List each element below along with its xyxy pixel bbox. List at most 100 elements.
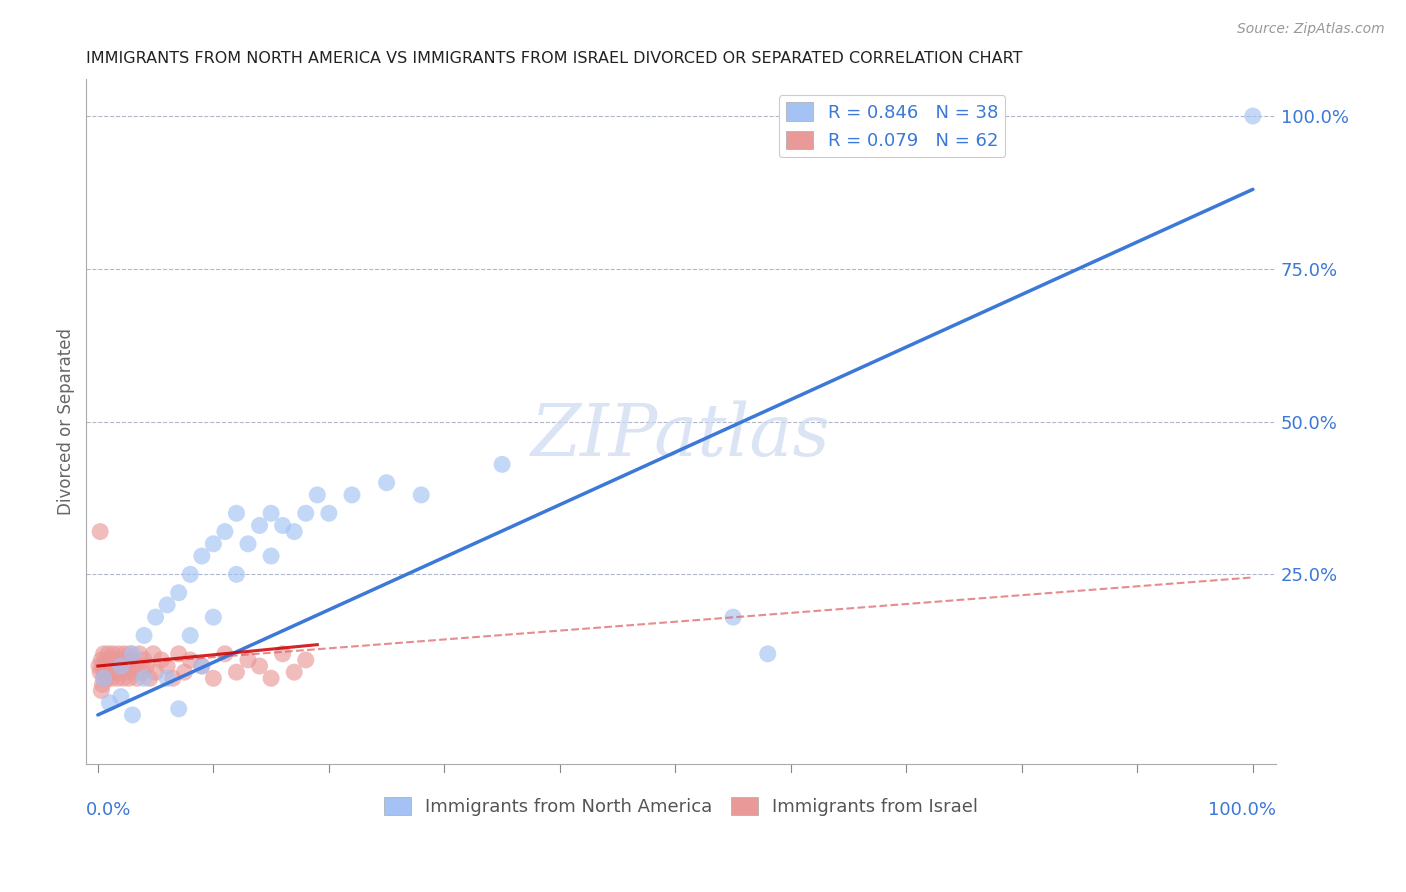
Point <box>96 659 118 673</box>
Text: 0.0%: 0.0% <box>86 802 132 820</box>
Point <box>89 524 111 539</box>
Point <box>214 524 236 539</box>
Point <box>135 659 157 673</box>
Point <box>225 506 247 520</box>
Point <box>93 671 115 685</box>
Point <box>97 647 120 661</box>
Point <box>411 488 433 502</box>
Point <box>91 659 114 673</box>
Point <box>115 653 138 667</box>
Point <box>260 549 283 563</box>
Point <box>271 518 294 533</box>
Point <box>90 683 112 698</box>
Point <box>100 671 122 685</box>
Point <box>294 653 316 667</box>
Point <box>124 659 146 673</box>
Point <box>94 665 117 680</box>
Point <box>214 647 236 661</box>
Point <box>173 665 195 680</box>
Point <box>111 659 134 673</box>
Point <box>114 665 136 680</box>
Point <box>271 647 294 661</box>
Point <box>112 671 135 685</box>
Point <box>491 458 513 472</box>
Point <box>179 653 201 667</box>
Point <box>121 653 143 667</box>
Point <box>93 671 115 685</box>
Text: IMMIGRANTS FROM NORTH AMERICA VS IMMIGRANTS FROM ISRAEL DIVORCED OR SEPARATED CO: IMMIGRANTS FROM NORTH AMERICA VS IMMIGRA… <box>86 51 1022 66</box>
Point <box>375 475 398 490</box>
Point <box>110 653 132 667</box>
Point <box>283 665 305 680</box>
Point <box>307 488 329 502</box>
Point <box>249 659 271 673</box>
Point <box>162 671 184 685</box>
Point <box>167 647 190 661</box>
Point <box>118 671 141 685</box>
Point <box>110 690 132 704</box>
Legend: Immigrants from North America, Immigrants from Israel: Immigrants from North America, Immigrant… <box>377 789 986 823</box>
Point <box>104 653 127 667</box>
Point <box>202 610 225 624</box>
Point <box>98 665 121 680</box>
Point <box>93 647 115 661</box>
Y-axis label: Divorced or Separated: Divorced or Separated <box>58 328 75 515</box>
Point <box>128 647 150 661</box>
Point <box>132 653 155 667</box>
Point <box>142 647 165 661</box>
Point <box>202 671 225 685</box>
Point <box>108 665 131 680</box>
Point <box>202 537 225 551</box>
Point <box>179 628 201 642</box>
Point <box>260 671 283 685</box>
Text: ZIPatlas: ZIPatlas <box>531 400 831 471</box>
Point <box>340 488 363 502</box>
Point <box>756 647 779 661</box>
Point <box>110 659 132 673</box>
Point <box>121 647 143 661</box>
Point <box>156 598 179 612</box>
Point <box>94 665 117 680</box>
Point <box>721 610 744 624</box>
Point <box>191 659 214 673</box>
Point <box>318 506 340 520</box>
Point <box>100 659 122 673</box>
Point <box>117 659 139 673</box>
Point <box>103 665 125 680</box>
Point <box>167 702 190 716</box>
Point <box>107 647 129 661</box>
Point <box>94 653 117 667</box>
Point <box>127 671 149 685</box>
Point <box>191 549 214 563</box>
Point <box>236 537 259 551</box>
Point <box>179 567 201 582</box>
Point <box>145 665 167 680</box>
Point <box>294 506 316 520</box>
Point <box>98 653 121 667</box>
Point <box>283 524 305 539</box>
Point <box>90 653 112 667</box>
Point <box>156 671 179 685</box>
Point <box>105 659 128 673</box>
Point <box>107 671 129 685</box>
Point <box>120 647 142 661</box>
Point <box>131 665 153 680</box>
Point <box>98 696 121 710</box>
Point <box>91 677 114 691</box>
Point <box>112 647 135 661</box>
Point <box>150 653 173 667</box>
Point <box>89 665 111 680</box>
Point <box>249 518 271 533</box>
Point <box>260 506 283 520</box>
Point <box>191 659 214 673</box>
Point <box>87 659 110 673</box>
Point <box>225 665 247 680</box>
Point <box>139 671 162 685</box>
Point <box>236 653 259 667</box>
Point <box>101 647 124 661</box>
Point <box>132 671 155 685</box>
Point <box>1241 109 1264 123</box>
Text: 100.0%: 100.0% <box>1208 802 1277 820</box>
Point <box>225 567 247 582</box>
Point <box>121 707 143 722</box>
